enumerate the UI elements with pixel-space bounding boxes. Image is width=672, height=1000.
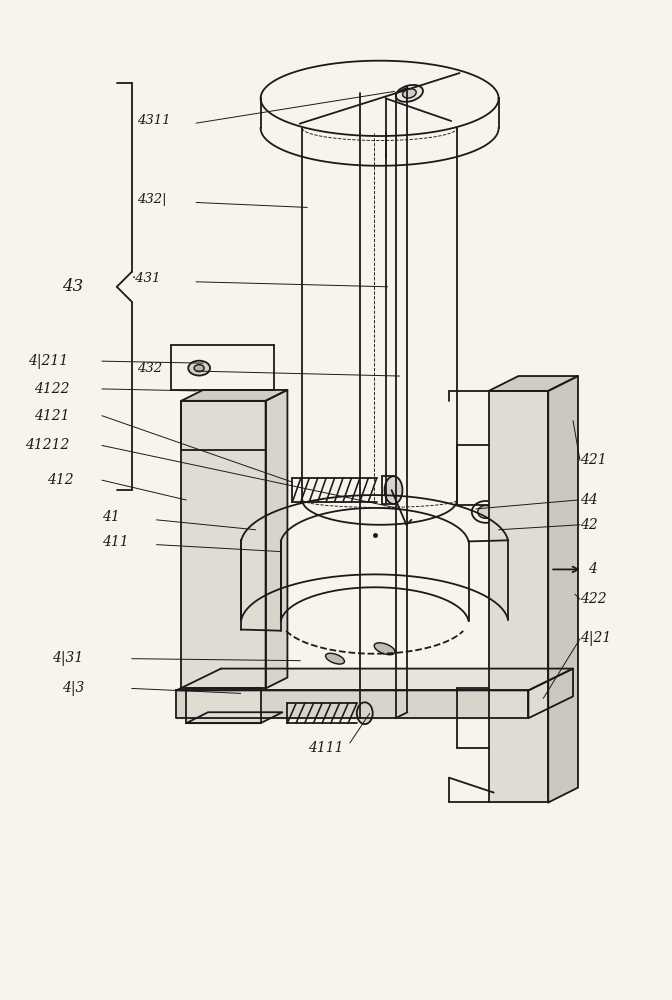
Polygon shape: [186, 712, 282, 723]
Text: 42: 42: [580, 518, 597, 532]
Polygon shape: [489, 376, 578, 391]
Text: 421: 421: [580, 453, 607, 467]
Text: 412: 412: [48, 473, 74, 487]
Text: 432|: 432|: [136, 193, 166, 206]
Text: 4: 4: [588, 562, 597, 576]
Ellipse shape: [396, 85, 423, 102]
Text: 4121: 4121: [34, 409, 70, 423]
Text: 4111: 4111: [308, 741, 344, 755]
Text: 44: 44: [580, 493, 597, 507]
Ellipse shape: [384, 476, 403, 504]
Polygon shape: [181, 401, 265, 688]
Polygon shape: [548, 376, 578, 802]
Ellipse shape: [403, 89, 416, 98]
Text: 43: 43: [62, 278, 83, 295]
Text: 4|31: 4|31: [52, 651, 83, 666]
Polygon shape: [181, 390, 288, 401]
Text: 4|21: 4|21: [580, 631, 612, 646]
Polygon shape: [176, 669, 573, 690]
Text: 4|211: 4|211: [28, 354, 68, 369]
Text: 41212: 41212: [25, 438, 69, 452]
Text: 41: 41: [102, 510, 120, 524]
Text: ·431: ·431: [132, 272, 161, 285]
Ellipse shape: [472, 501, 499, 523]
Polygon shape: [489, 391, 548, 802]
Ellipse shape: [194, 365, 204, 372]
Polygon shape: [176, 690, 528, 718]
Text: 4|3: 4|3: [62, 681, 85, 696]
Text: 422: 422: [580, 592, 607, 606]
Text: 4122: 4122: [34, 382, 70, 396]
Text: 4311: 4311: [136, 114, 170, 127]
Ellipse shape: [357, 702, 373, 724]
Polygon shape: [528, 669, 573, 718]
Text: 411: 411: [102, 535, 128, 549]
Ellipse shape: [188, 361, 210, 376]
Polygon shape: [186, 688, 261, 723]
Text: 432: 432: [136, 362, 162, 375]
Ellipse shape: [374, 643, 395, 655]
Ellipse shape: [325, 653, 345, 664]
Polygon shape: [265, 390, 288, 688]
Ellipse shape: [478, 505, 494, 518]
